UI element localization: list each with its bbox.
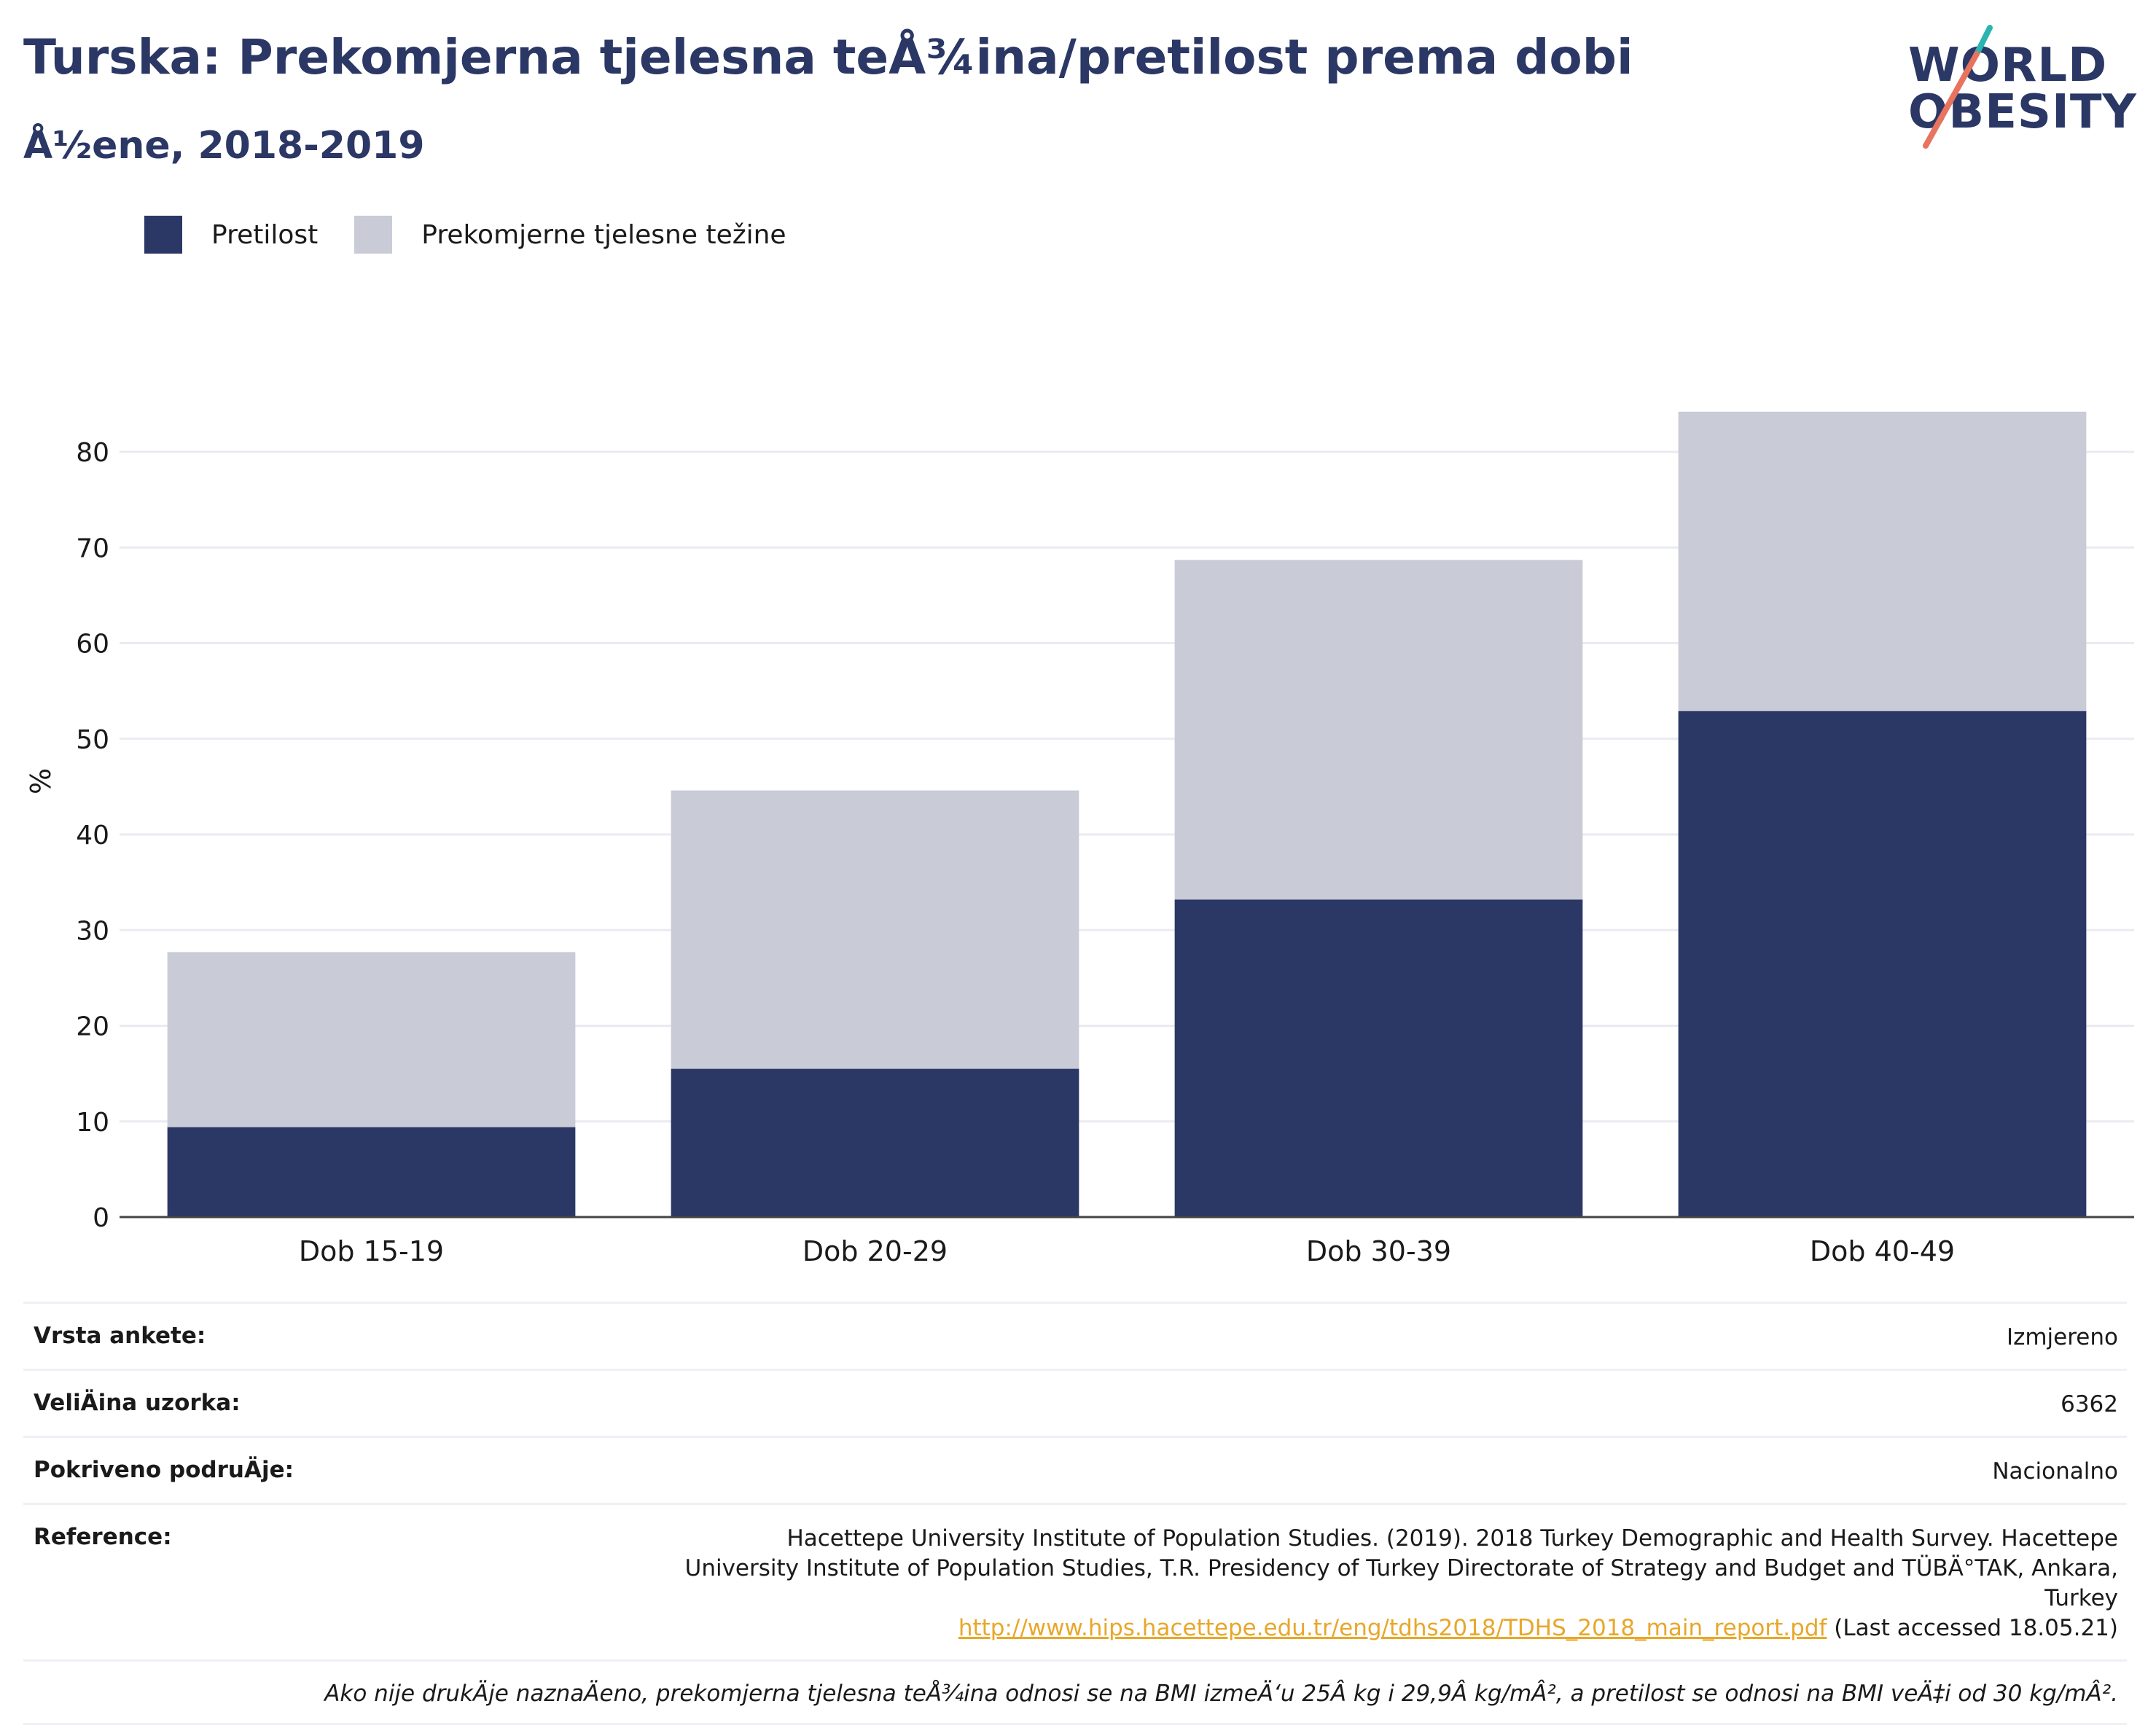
reference-suffix: (Last accessed 18.05.21) [1827, 1615, 2118, 1641]
x-tick-label: Dob 20-29 [802, 1235, 948, 1267]
meta-row-survey-type: Vrsta ankete: Izmjereno [23, 1302, 2127, 1369]
bar-pretilost [671, 1069, 1079, 1217]
y-tick-label: 40 [76, 821, 109, 850]
legend-item-pretilost[interactable]: Pretilost [144, 216, 318, 254]
logo-slash-icon [1895, 22, 2143, 153]
legend-item-prekomjerne[interactable]: Prekomjerne tjelesne težine [354, 216, 786, 254]
survey-type-label: Vrsta ankete: [34, 1323, 206, 1349]
y-tick-label: 0 [93, 1203, 109, 1233]
page-subtitle: Å½ene, 2018-2019 [23, 124, 425, 168]
survey-metadata-table: Vrsta ankete: Izmjereno VeliÄ ina uzorka… [23, 1302, 2127, 1725]
bar-prekomjerne [671, 791, 1079, 1069]
reference-link[interactable]: http://www.hips.hacettepe.edu.tr/eng/tdh… [958, 1615, 1827, 1641]
legend-swatch-prekomjerne [354, 216, 392, 254]
meta-row-note: Ako nije drukÄ je naznaÄ eno, prekomjern… [23, 1659, 2127, 1725]
bar-pretilost [1175, 899, 1583, 1217]
bar-pretilost [1679, 711, 2087, 1217]
stacked-bar-chart: 0 10 20 30 40 50 60 70 80 Dob 15-19 Dob 20-29 Dob 3… [0, 277, 2156, 1268]
y-tick-label: 80 [76, 438, 109, 468]
page-title: Turska: Prekomjerna tjelesna teÅ¾ina/pre… [23, 29, 1633, 85]
bar-prekomjerne [1175, 560, 1583, 899]
legend-label-prekomjerne: Prekomjerne tjelesne težine [421, 220, 786, 250]
legend-swatch-pretilost [144, 216, 182, 254]
y-tick-label: 10 [76, 1108, 109, 1138]
x-tick-label: Dob 40-49 [1810, 1235, 1955, 1267]
coverage-value: Nacionalno [1992, 1457, 2118, 1487]
bar-prekomjerne [1679, 412, 2087, 711]
y-tick-label: 70 [76, 533, 109, 563]
reference-value: Hacettepe University Institute of Popula… [172, 1524, 2118, 1643]
sample-size-label: VeliÄ ina uzorka: [34, 1390, 241, 1416]
definition-note: Ako nije drukÄ je naznaÄ eno, prekomjern… [34, 1681, 2118, 1707]
coverage-label: Pokriveno podruÄ je: [34, 1457, 294, 1483]
legend-label-pretilost: Pretilost [211, 220, 318, 250]
meta-row-sample-size: VeliÄ ina uzorka: 6362 [23, 1369, 2127, 1436]
y-tick-label: 60 [76, 630, 109, 660]
reference-label: Reference: [34, 1524, 172, 1550]
y-tick-label: 20 [76, 1012, 109, 1042]
y-tick-label: 30 [76, 916, 109, 946]
meta-row-coverage: Pokriveno podruÄ je: Nacionalno [23, 1436, 2127, 1503]
sample-size-value: 6362 [2061, 1390, 2118, 1420]
world-obesity-logo: WORLD OBESITY [1895, 22, 2143, 153]
y-tick-label: 50 [76, 725, 109, 755]
x-tick-label: Dob 30-39 [1306, 1235, 1451, 1267]
chart-legend: Pretilost Prekomjerne tjelesne težine [144, 213, 823, 257]
bar-pretilost [168, 1127, 576, 1217]
survey-type-value: Izmjereno [2007, 1323, 2118, 1353]
meta-row-reference: Reference: Hacettepe University Institut… [23, 1503, 2127, 1659]
x-tick-label: Dob 15-19 [299, 1235, 444, 1267]
reference-text: Hacettepe University Institute of Popula… [685, 1525, 2118, 1611]
bar-prekomjerne [168, 952, 576, 1127]
